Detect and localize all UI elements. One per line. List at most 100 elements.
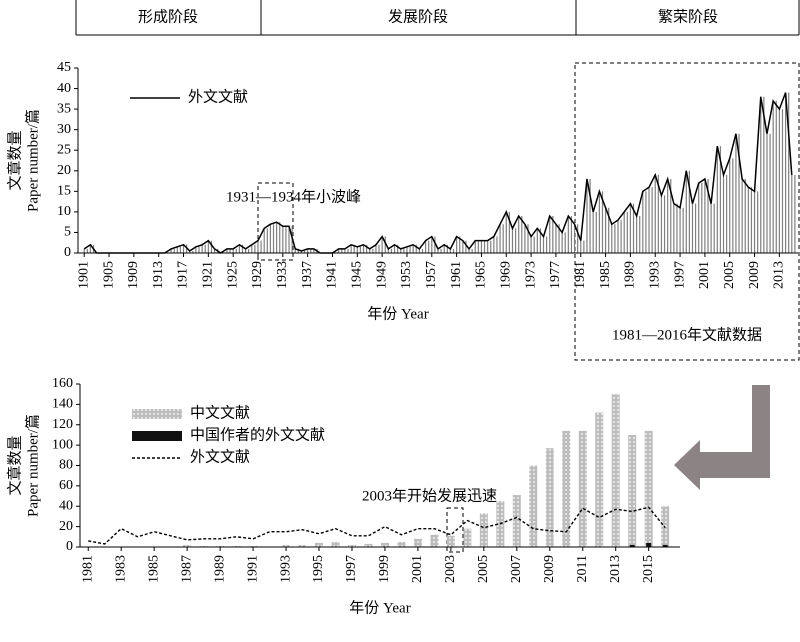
bar [298,544,307,547]
hatch-bar [670,179,672,253]
hatch-bar [502,224,504,253]
hatch-bar [521,216,523,253]
hatch-bar [542,236,545,253]
hatch-bar [753,191,756,253]
bar [364,543,373,547]
hatch-bar [474,240,476,253]
hatch-bar [505,211,507,253]
hatch-bar [536,228,538,253]
hatch-bar [750,187,753,253]
x-tick-label: 1957 [424,261,439,289]
bar [446,535,455,547]
phase-label: 繁荣阶段 [658,8,718,25]
x-tick-label: 2009 [542,555,557,583]
hatch-bar [490,240,492,253]
y-tick-label: 0 [64,245,71,260]
hatch-bar [583,240,585,253]
legend-swatch [132,409,182,419]
hatch-bar [788,92,790,254]
x-tick-label: 1993 [647,261,662,289]
hatch-bar [204,244,206,253]
hatch-bar [431,236,433,253]
hatch-bar [648,187,650,253]
hatch-bar [586,179,588,253]
x-axis-label: 年份 Year [367,305,428,322]
y-tick-label: 0 [66,539,73,554]
y-tick-label: 40 [59,498,73,513]
x-tick-label: 1993 [278,555,293,583]
hatch-bar [387,248,389,253]
hatch-bar [766,133,768,253]
x-tick-label: 2001 [410,555,425,583]
hatch-bar [738,133,740,253]
hatch-bar [514,228,517,253]
phase-label: 发展阶段 [388,8,448,25]
hatch-bar [685,170,687,253]
hatch-bar [608,207,610,253]
x-tick-label: 1925 [225,261,240,289]
hatch-bar [508,211,510,253]
x-tick-label: 1985 [146,555,161,583]
x-tick-label: 1973 [523,261,538,289]
hatch-bar [741,179,743,253]
hatch-bar [400,248,402,253]
x-tick-label: 2011 [575,555,590,582]
x-tick-label: 2001 [697,261,712,289]
annotation: 1931—1934年小波峰 [226,188,361,205]
y-tick-label: 45 [57,60,71,75]
y-tick-label: 160 [52,376,73,391]
hatch-bar [251,244,253,253]
y-tick-label: 5 [64,225,71,240]
hatch-bar [263,228,265,253]
hatch-bar [573,224,576,253]
hatch-bar [288,226,290,253]
hatch-bar [626,211,628,253]
x-tick-label: 1985 [598,261,613,289]
hatch-bar [446,244,448,253]
x-tick-label: 1981 [80,555,95,583]
hatch-bar [496,236,498,253]
hatch-bar [269,224,272,253]
hatch-bar [390,248,393,253]
hatch-bar [356,246,358,253]
legend-swatch [132,431,182,441]
hatch-bar [527,224,529,253]
hatch-bar [375,244,377,253]
bar [662,544,668,547]
hatch-bar [493,236,495,253]
hatch-bar [654,174,656,253]
hatch-bar [192,250,194,253]
x-tick-label: 1961 [449,261,464,289]
x-tick-label: 1929 [250,261,265,289]
hatch-bar [651,187,653,253]
hatch-bar [620,220,622,253]
hatch-bar [89,244,92,253]
hatch-bar [381,236,383,253]
hatch-bar [362,244,365,253]
hatch-bar [657,174,659,253]
hatch-bar [244,248,247,253]
x-tick-label: 1987 [179,555,194,583]
legend-label: 外文文献 [190,448,250,465]
hatch-bar [561,232,563,253]
y-tick-label: 20 [59,519,73,534]
y-axis-label: 文章数量 [5,435,23,495]
hatch-bar [694,203,697,253]
hatch-bar [415,244,417,253]
x-tick-label: 1969 [498,261,513,289]
hatch-bar [403,248,405,253]
x-tick-label: 1937 [300,261,315,289]
x-tick-label: 1997 [672,261,687,289]
hatch-bar [260,240,262,253]
y-tick-label: 20 [57,163,71,178]
hatch-bar [552,216,554,253]
hatch-bar [462,240,464,253]
bar [347,544,356,547]
hatch-bar [189,250,191,253]
x-tick-label: 1997 [344,555,359,583]
x-tick-label: 1933 [275,261,290,289]
hatch-bar [313,248,315,253]
x-tick-label: 1945 [350,261,365,289]
hatch-bar [359,246,362,253]
hatch-bar [257,240,259,253]
